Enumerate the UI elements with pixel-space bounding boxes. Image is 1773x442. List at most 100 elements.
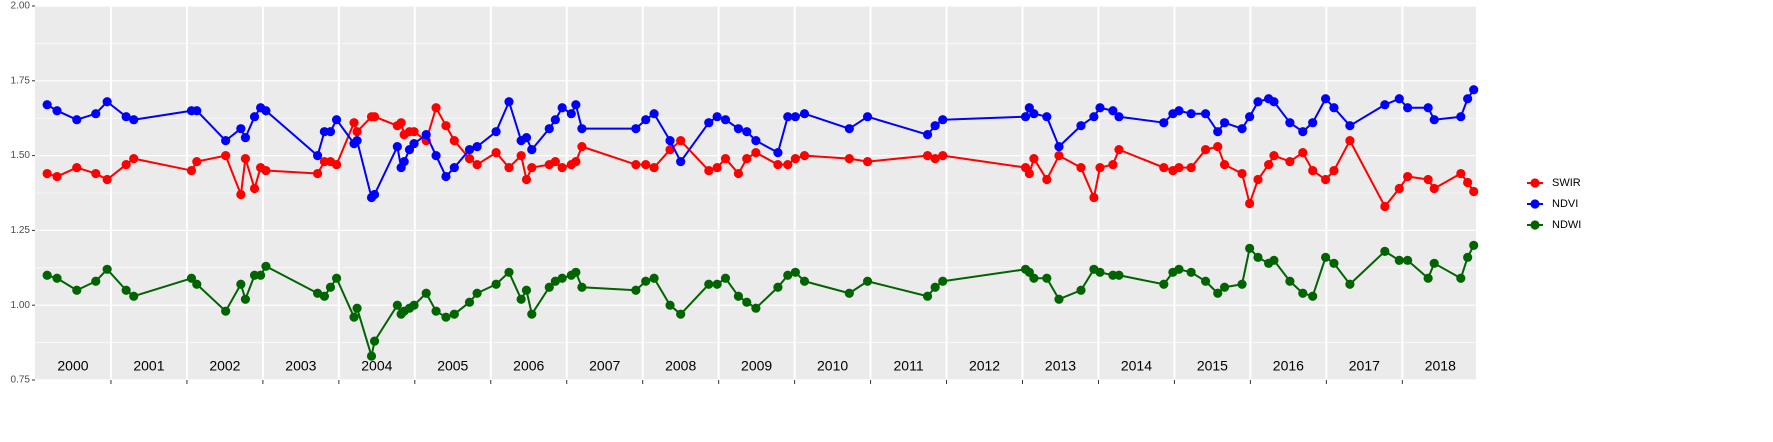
data-point (550, 115, 560, 125)
data-point (773, 282, 783, 292)
year-label: 2015 (1197, 358, 1228, 374)
data-point (1095, 267, 1105, 277)
data-point (352, 303, 362, 313)
data-point (742, 297, 752, 307)
data-point (1076, 162, 1086, 173)
data-point (571, 156, 581, 167)
data-point (491, 279, 501, 289)
data-point (472, 159, 482, 170)
data-point (922, 130, 933, 140)
data-point (192, 106, 202, 116)
data-point (472, 288, 482, 298)
legend-label: SWIR (1552, 177, 1581, 189)
data-point (631, 285, 641, 295)
data-point (1089, 112, 1099, 122)
data-point (641, 276, 651, 286)
data-point (649, 162, 659, 173)
data-point (577, 142, 587, 152)
data-point (922, 151, 933, 161)
year-label: 2005 (437, 358, 468, 374)
data-point (472, 142, 482, 152)
data-point (1174, 106, 1184, 116)
data-point (312, 168, 323, 179)
data-point (1329, 103, 1339, 113)
data-point (1029, 153, 1039, 164)
data-point (1076, 285, 1086, 295)
data-point (441, 171, 451, 182)
data-point (349, 118, 359, 128)
data-point (676, 156, 686, 167)
data-point (129, 153, 139, 164)
data-point (1329, 165, 1339, 176)
data-point (441, 312, 451, 322)
data-point (409, 139, 419, 149)
data-point (1253, 174, 1263, 185)
data-point (720, 115, 731, 125)
data-point (192, 156, 202, 167)
data-point (1108, 159, 1118, 170)
data-point (783, 112, 793, 122)
data-point (1423, 174, 1433, 185)
data-point (91, 168, 101, 179)
data-point (449, 309, 459, 319)
data-point (1298, 127, 1308, 137)
data-point (431, 151, 441, 161)
data-point (1285, 276, 1295, 286)
data-point (42, 270, 52, 280)
data-point (1054, 151, 1064, 161)
data-point (930, 121, 940, 131)
data-point (121, 159, 131, 170)
data-point (240, 153, 251, 164)
data-point (783, 159, 793, 170)
data-point (521, 174, 532, 185)
data-point (129, 115, 139, 125)
data-point (1345, 136, 1355, 146)
data-point (1213, 288, 1223, 298)
data-point (844, 153, 854, 164)
data-point (1345, 279, 1355, 289)
data-point (42, 100, 52, 110)
data-point (52, 106, 62, 116)
data-point (409, 300, 419, 310)
data-point (409, 127, 419, 137)
data-point (773, 159, 783, 170)
data-point (240, 294, 251, 304)
data-point (102, 264, 112, 274)
data-point (1237, 124, 1247, 134)
year-label: 2006 (513, 358, 544, 374)
data-point (566, 109, 576, 119)
data-point (91, 276, 101, 286)
axes: 0.75 1.00 1.25 1.50 1.75 2.00 2000 2001 2002 2003… (11, 1, 1457, 386)
data-point (221, 306, 231, 316)
data-point (742, 153, 752, 164)
data-point (631, 159, 641, 170)
year-label: 2018 (1425, 358, 1456, 374)
y-tick-label: 1.50 (11, 150, 31, 161)
data-point (1054, 142, 1064, 152)
year-label: 2003 (285, 358, 316, 374)
data-point (1213, 127, 1223, 137)
data-point (733, 124, 744, 134)
y-tick-label: 2.00 (11, 1, 31, 12)
data-point (676, 309, 686, 319)
data-point (491, 127, 501, 137)
y-tick-label: 1.00 (11, 300, 31, 311)
data-point (449, 136, 459, 146)
data-point (649, 109, 659, 119)
data-point (844, 124, 854, 134)
data-point (1186, 162, 1196, 173)
data-point (1219, 118, 1230, 128)
data-point (862, 112, 873, 122)
data-point (783, 270, 793, 280)
data-point (577, 282, 587, 292)
data-point (799, 276, 810, 286)
data-point (1159, 118, 1169, 128)
data-point (1285, 118, 1295, 128)
data-point (1200, 145, 1211, 155)
data-point (352, 136, 362, 146)
data-point (1237, 168, 1247, 179)
data-point (431, 103, 441, 113)
year-label: 2012 (969, 358, 1000, 374)
data-point (1245, 112, 1255, 122)
